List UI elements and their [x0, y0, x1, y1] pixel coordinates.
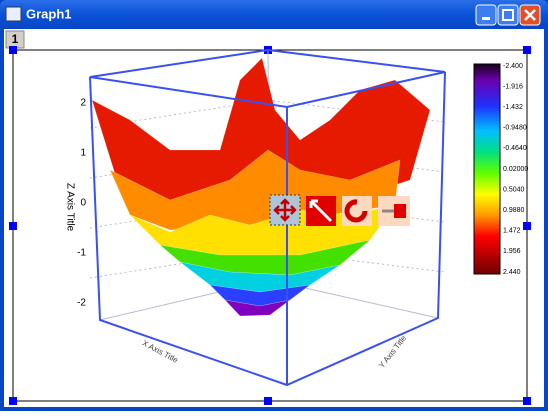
move-icon	[273, 198, 297, 222]
color-bar-label: 1.472	[503, 228, 521, 235]
handle[interactable]	[264, 397, 272, 405]
z-tick-label: 1	[80, 148, 86, 159]
layer-tab-label: 1	[12, 32, 19, 46]
maximize-button[interactable]	[497, 4, 519, 26]
z-tick-labels: 2 1 0 -1 -2	[77, 98, 86, 309]
color-bar-label: -1.916	[503, 83, 523, 90]
handle[interactable]	[9, 46, 17, 54]
z-tick-label: 0	[80, 198, 86, 209]
handle[interactable]	[523, 397, 531, 405]
color-bar-labels: -2.400 -1.916 -1.432 -0.9480 -0.4640 0.02000 0…	[503, 63, 528, 276]
toolbar	[269, 194, 410, 226]
color-bar-label: 1.956	[503, 248, 521, 255]
minimize-icon	[482, 17, 490, 20]
scale-icon	[309, 199, 333, 223]
color-bar-label: -0.4640	[503, 145, 527, 152]
handle[interactable]	[9, 222, 17, 230]
color-bar-label: -2.400	[503, 63, 523, 70]
color-bar-label: -0.9480	[503, 125, 527, 132]
color-bar-label: -1.432	[503, 104, 523, 111]
color-bar-label: 0.5040	[503, 186, 525, 193]
close-icon	[524, 9, 536, 21]
color-bar-label: 2.440	[503, 269, 521, 276]
z-axis-title: Z Axis Title	[64, 183, 75, 232]
window-buttons	[475, 4, 541, 26]
pin-head	[394, 204, 406, 218]
color-bar-label: 0.02000	[503, 166, 528, 173]
window-title: Graph1	[26, 6, 72, 21]
app-icon	[5, 6, 22, 22]
handle[interactable]	[523, 46, 531, 54]
z-tick-label: 2	[80, 98, 86, 109]
handle[interactable]	[523, 222, 531, 230]
color-bar-label: 0.9880	[503, 207, 525, 214]
minimize-button[interactable]	[475, 4, 497, 26]
handle[interactable]	[9, 397, 17, 405]
z-tick-label: -1	[77, 248, 86, 259]
rotate-icon	[344, 199, 368, 223]
front-box	[89, 48, 446, 387]
title-bar	[0, 0, 548, 29]
color-bar	[473, 63, 501, 275]
maximize-icon	[502, 9, 514, 21]
z-tick-label: -2	[77, 298, 86, 309]
